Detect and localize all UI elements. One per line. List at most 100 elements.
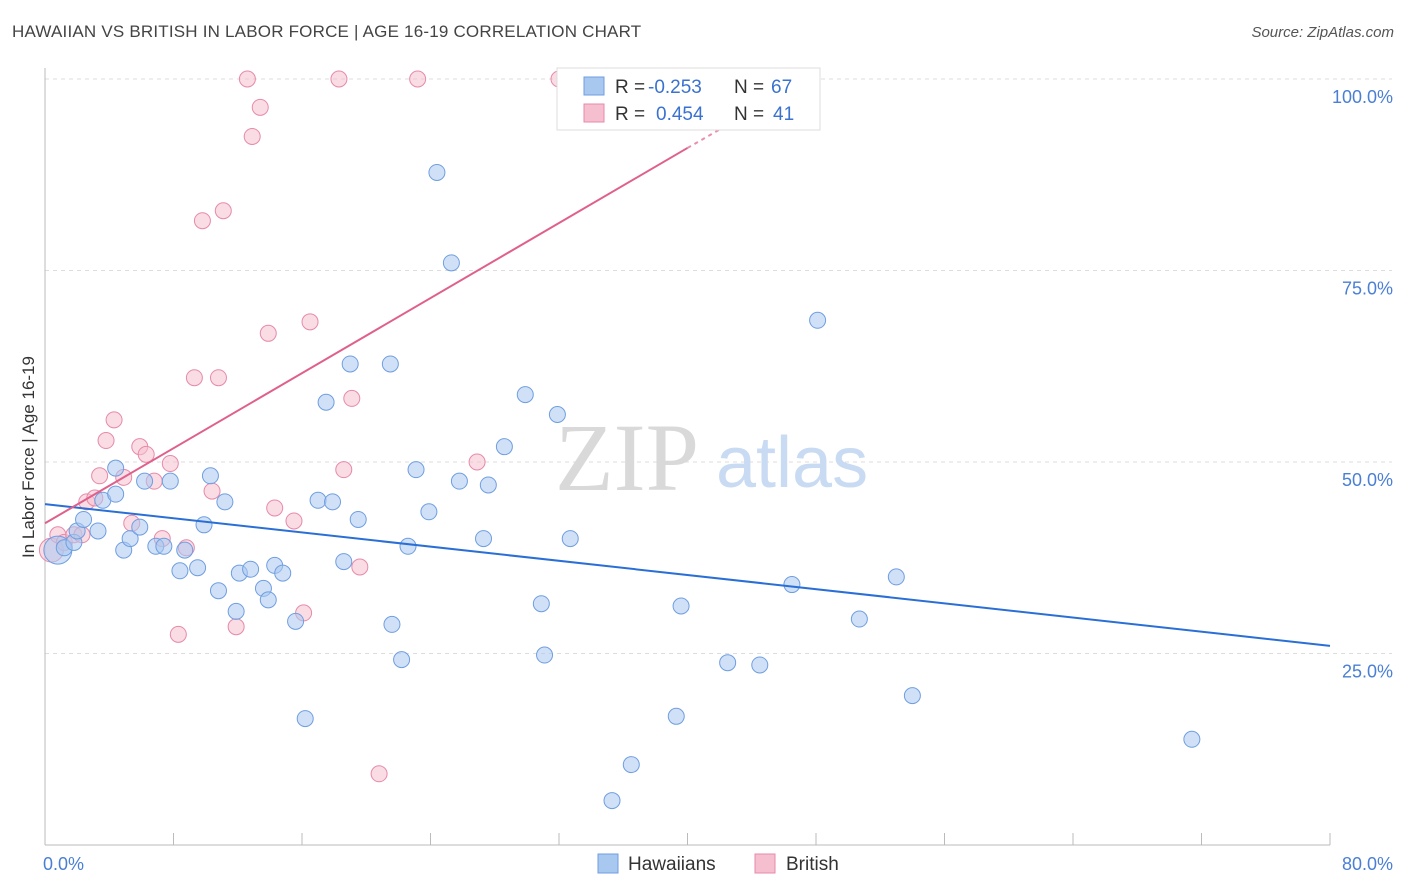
british-point-19 — [185, 369, 203, 387]
hawaiian-point-15 — [161, 472, 179, 490]
hawaiian-point-43 — [420, 503, 438, 521]
hawaiian-point-44 — [428, 163, 446, 181]
british-trend-line — [44, 147, 689, 525]
hawaiian-point-60 — [751, 656, 769, 674]
british-point-8 — [97, 432, 115, 450]
british-point-35 — [343, 389, 361, 407]
hawaiian-point-55 — [603, 792, 621, 810]
british-point-29 — [266, 499, 284, 517]
trend-lines — [44, 124, 1331, 647]
hawaiian-point-7 — [107, 485, 125, 503]
hawaiians-n-value: 67 — [771, 77, 792, 98]
y-tick-label-50: 50.0% — [1342, 470, 1393, 490]
hawaiian-point-10 — [121, 530, 139, 548]
british-point-25 — [238, 70, 256, 88]
legend-british-swatch — [754, 853, 776, 874]
hawaiian-point-30 — [287, 612, 305, 630]
british-point-23 — [214, 202, 232, 220]
y-tick-label-100: 100.0% — [1332, 87, 1393, 107]
hawaiian-point-47 — [475, 530, 493, 548]
x-tick-labels: 0.0% 80.0% — [43, 854, 1393, 874]
british-point-7 — [91, 467, 109, 485]
legend-british-label: British — [786, 854, 839, 875]
hawaiian-point-38 — [381, 355, 399, 373]
hawaiians-n-label: N = — [734, 77, 764, 98]
hawaiians-swatch — [583, 76, 605, 96]
hawaiian-point-45 — [442, 254, 460, 272]
british-n-value: 41 — [773, 104, 794, 125]
british-point-9 — [105, 411, 123, 429]
hawaiian-point-8 — [107, 459, 125, 477]
hawaiian-point-59 — [719, 654, 737, 672]
british-point-33 — [330, 70, 348, 88]
x-tick-label-max: 80.0% — [1342, 854, 1393, 874]
hawaiian-point-27 — [259, 591, 277, 609]
hawaiian-point-50 — [516, 386, 534, 404]
hawaiian-point-36 — [341, 355, 359, 373]
y-tick-labels: 25.0% 50.0% 75.0% 100.0% — [1332, 87, 1393, 682]
hawaiian-point-56 — [622, 756, 640, 774]
hawaiian-point-51 — [532, 595, 550, 613]
hawaiian-point-49 — [495, 438, 513, 456]
hawaiians-r-value: -0.253 — [648, 77, 702, 98]
hawaiian-point-41 — [399, 537, 417, 555]
watermark-atlas: atlas — [716, 423, 868, 503]
british-r-value: 0.454 — [656, 104, 704, 125]
y-axis-title: In Labor Force | Age 16-19 — [19, 356, 38, 558]
watermark-zip: ZIP — [555, 404, 699, 511]
hawaiian-point-5 — [89, 522, 107, 540]
hawaiian-point-32 — [309, 491, 327, 509]
hawaiian-point-52 — [536, 646, 554, 664]
british-swatch — [583, 103, 605, 123]
gridlines — [45, 78, 1392, 654]
hawaiian-point-65 — [903, 687, 921, 705]
legend-hawaiians-swatch — [597, 853, 619, 874]
hawaiian-point-17 — [176, 541, 194, 559]
y-tick-label-75: 75.0% — [1342, 279, 1393, 299]
hawaiian-point-63 — [850, 610, 868, 628]
british-points — [38, 70, 568, 783]
watermark: ZIP atlas — [555, 404, 868, 511]
stats-legend: R = -0.253 N = 67 R = 0.454 N = 41 — [556, 67, 821, 131]
hawaiian-point-37 — [349, 510, 367, 528]
source-label: Source: ZipAtlas.com — [1251, 24, 1394, 41]
hawaiian-point-29 — [274, 564, 292, 582]
hawaiian-point-53 — [548, 406, 566, 424]
british-point-22 — [209, 369, 227, 387]
hawaiians-trend-line — [44, 503, 1331, 647]
british-point-37 — [370, 765, 388, 783]
series-legend: Hawaiians British — [597, 853, 839, 875]
british-point-20 — [193, 212, 211, 230]
british-point-16 — [161, 455, 179, 473]
hawaiian-point-61 — [783, 576, 801, 594]
british-point-32 — [301, 313, 319, 331]
hawaiian-point-23 — [227, 602, 245, 620]
hawaiian-point-4 — [75, 510, 93, 528]
hawaiian-point-31 — [296, 710, 314, 728]
hawaiian-point-54 — [561, 530, 579, 548]
hawaiian-point-48 — [479, 476, 497, 494]
hawaiians-r-label: R = — [615, 77, 645, 98]
british-point-38 — [409, 70, 427, 88]
british-point-36 — [351, 558, 369, 576]
hawaiian-point-62 — [809, 311, 827, 329]
british-point-39 — [468, 453, 486, 471]
hawaiian-point-64 — [887, 568, 905, 586]
legend-hawaiians-label: Hawaiians — [628, 854, 716, 875]
hawaiian-point-20 — [201, 467, 219, 485]
british-n-label: N = — [734, 104, 764, 125]
x-tick-label-min: 0.0% — [43, 854, 84, 874]
hawaiian-point-11 — [131, 518, 149, 536]
british-point-27 — [251, 98, 269, 116]
hawaiian-point-16 — [171, 562, 189, 580]
hawaiian-point-57 — [667, 707, 685, 725]
british-point-17 — [169, 625, 187, 643]
hawaiian-point-12 — [136, 472, 154, 490]
hawaiian-point-66 — [1183, 730, 1201, 748]
hawaiian-point-58 — [672, 597, 690, 615]
hawaiian-point-34 — [324, 493, 342, 511]
hawaiian-point-19 — [195, 516, 213, 534]
hawaiian-point-18 — [189, 559, 207, 577]
y-tick-label-25: 25.0% — [1342, 662, 1393, 682]
